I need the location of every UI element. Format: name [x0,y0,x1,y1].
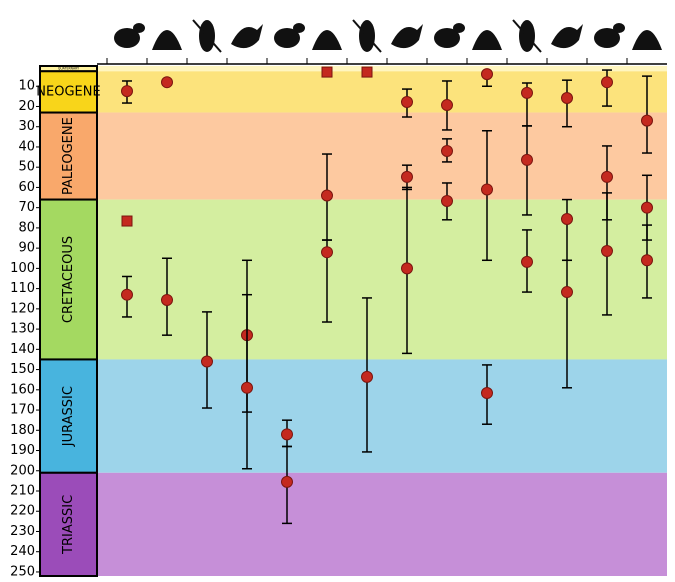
point [521,153,533,166]
point [481,68,493,81]
icon [472,30,502,50]
period-band [97,199,667,360]
period-label: PALEOGENE [61,117,76,195]
y-tick-label: 180 [10,423,35,438]
y-tick-label: 30 [18,119,35,134]
y-tick-label: 170 [10,403,35,418]
icon [152,30,182,50]
taxon-icons [106,19,662,64]
y-tick-label: 210 [10,484,35,499]
point [121,215,133,227]
point [441,145,453,157]
period-label: CRETACEOUS [61,236,76,323]
point [441,194,453,207]
icon [632,30,662,50]
point [601,244,613,257]
y-tick-label: 200 [10,463,35,478]
point [401,262,413,275]
icon [114,28,140,48]
point [361,66,373,78]
y-tick-label: 80 [18,220,35,235]
icon [192,19,222,53]
period-box [39,70,98,114]
icon [613,23,625,33]
y-tick-label: 250 [10,564,35,578]
y-tick-label: 60 [18,180,35,195]
icon [512,19,542,53]
icon [293,23,305,33]
point [561,213,573,225]
y-tick-label: 120 [10,301,35,316]
point [161,293,173,306]
period-box [39,471,98,577]
point [321,246,333,259]
point [281,428,293,441]
period-box [39,198,98,361]
point [481,387,493,400]
point [441,99,453,112]
point [241,381,253,394]
point [321,189,333,202]
y-tick-label: 40 [18,139,35,154]
point [401,170,413,183]
y-tick-label: 50 [18,160,35,175]
point [361,370,373,383]
y-tick-label: 100 [10,261,35,276]
y-tick-label: 140 [10,342,35,357]
y-tick-label: 90 [18,241,35,256]
y-tick-label: 160 [10,382,35,397]
period-label: JURASSIC [61,386,76,447]
period-band [97,71,667,113]
y-tick-label: 110 [10,281,35,296]
y-tick-label: 220 [10,504,35,519]
y-tick-label: 70 [18,200,35,215]
point [521,86,533,99]
point [561,286,573,299]
y-tick-label: 150 [10,362,35,377]
point [641,254,653,267]
point [121,288,133,301]
point [561,91,573,104]
period-band [97,66,667,72]
point [161,76,173,89]
point [601,170,613,183]
period-box [39,358,98,474]
icon [352,19,382,53]
point [641,114,653,127]
icon [133,23,145,33]
icon [312,30,342,50]
point [641,201,653,214]
y-tick-label: 190 [10,443,35,458]
icon [551,24,583,49]
period-label: TRIASSIC [61,495,76,555]
icon [453,23,465,33]
point [281,475,293,488]
y-tick-label: 10 [18,79,35,94]
period-band [97,112,667,200]
y-tick-label: 230 [10,524,35,539]
point [201,355,213,368]
icon [391,24,423,49]
period-label: NEOGENE [36,84,100,99]
period-label: QUATERNARY [58,67,79,71]
point [601,76,613,89]
point [401,96,413,109]
period-band [97,359,667,473]
icon [274,28,300,48]
point [481,183,493,196]
point [321,66,333,78]
icon [231,24,263,49]
icon [594,28,620,48]
point [121,85,133,98]
icon [434,28,460,48]
y-tick-label: 20 [18,99,35,114]
y-tick-label: 130 [10,322,35,337]
point [521,255,533,268]
y-tick-label: 240 [10,544,35,559]
period-band [97,472,667,576]
